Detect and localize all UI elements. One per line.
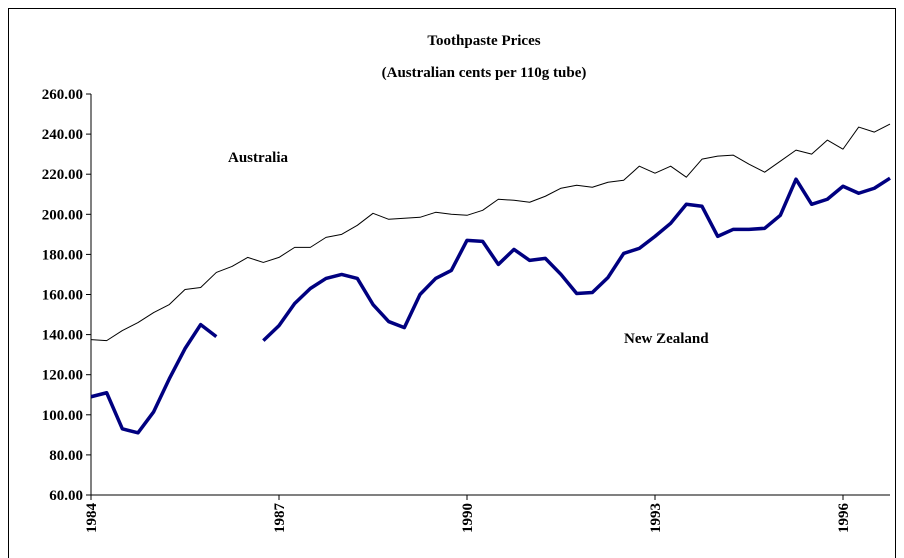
series-line xyxy=(90,176,891,435)
x-tick-label: 1993 xyxy=(648,503,664,533)
chart-frame xyxy=(8,8,896,558)
x-tick-label: 1990 xyxy=(460,503,476,533)
y-tick-label: 140.00 xyxy=(42,328,83,344)
series-label: Australia xyxy=(228,150,289,166)
y-tick-label: 160.00 xyxy=(42,288,83,304)
chart-subtitle: (Australian cents per 110g tube) xyxy=(382,65,587,81)
y-tick-label: 240.00 xyxy=(42,127,83,143)
y-tick-label: 80.00 xyxy=(49,448,83,464)
x-tick-label: 1987 xyxy=(272,503,288,534)
chart-title: Toothpaste Prices xyxy=(427,33,540,49)
y-tick-label: 200.00 xyxy=(42,207,83,223)
x-tick-label: 1984 xyxy=(84,503,100,534)
y-tick-label: 60.00 xyxy=(49,488,83,504)
series-line xyxy=(90,123,891,342)
y-tick-label: 100.00 xyxy=(42,408,83,424)
y-tick-label: 260.00 xyxy=(42,87,83,103)
y-tick-label: 120.00 xyxy=(42,368,83,384)
y-tick-label: 220.00 xyxy=(42,167,83,183)
y-tick-label: 180.00 xyxy=(42,247,83,263)
x-tick-label: 1996 xyxy=(836,503,852,534)
series-label: New Zealand xyxy=(624,331,709,347)
